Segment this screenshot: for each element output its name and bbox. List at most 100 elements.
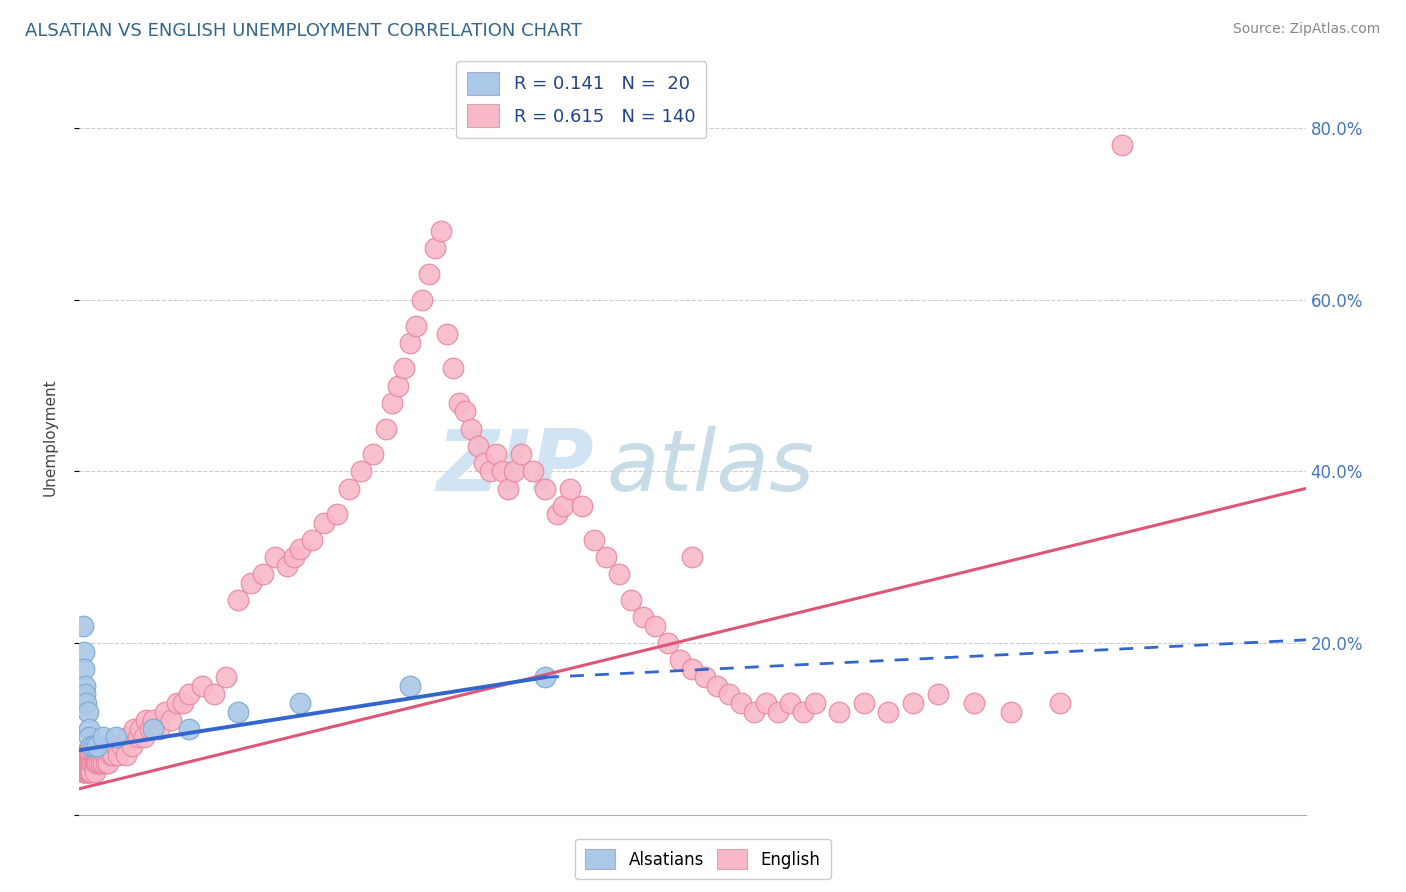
Point bbox=[93, 756, 115, 770]
Point bbox=[766, 705, 789, 719]
Point bbox=[350, 464, 373, 478]
Point bbox=[467, 439, 489, 453]
Point bbox=[73, 764, 96, 779]
Point bbox=[77, 747, 100, 762]
Point bbox=[75, 688, 97, 702]
Point bbox=[172, 696, 194, 710]
Point bbox=[72, 747, 94, 762]
Point bbox=[87, 756, 110, 770]
Point bbox=[179, 722, 201, 736]
Point bbox=[553, 499, 575, 513]
Point bbox=[76, 764, 98, 779]
Point bbox=[202, 688, 225, 702]
Legend: Alsatians, English: Alsatians, English bbox=[575, 838, 831, 880]
Point bbox=[215, 670, 238, 684]
Point bbox=[583, 533, 606, 547]
Point bbox=[77, 722, 100, 736]
Point bbox=[877, 705, 900, 719]
Point bbox=[72, 764, 94, 779]
Point bbox=[82, 756, 104, 770]
Point bbox=[104, 731, 127, 745]
Point bbox=[496, 482, 519, 496]
Point bbox=[75, 764, 97, 779]
Point bbox=[399, 335, 422, 350]
Point bbox=[77, 764, 100, 779]
Point bbox=[73, 662, 96, 676]
Point bbox=[288, 541, 311, 556]
Point bbox=[111, 739, 134, 753]
Point bbox=[77, 756, 100, 770]
Point bbox=[83, 756, 105, 770]
Point bbox=[97, 756, 120, 770]
Point bbox=[122, 722, 145, 736]
Point bbox=[503, 464, 526, 478]
Point bbox=[83, 739, 105, 753]
Point bbox=[148, 722, 170, 736]
Point bbox=[166, 696, 188, 710]
Point bbox=[681, 550, 703, 565]
Point bbox=[160, 713, 183, 727]
Point bbox=[381, 396, 404, 410]
Y-axis label: Unemployment: Unemployment bbox=[44, 378, 58, 496]
Point bbox=[135, 713, 157, 727]
Point bbox=[75, 764, 97, 779]
Point bbox=[103, 747, 125, 762]
Point bbox=[571, 499, 593, 513]
Point bbox=[77, 764, 100, 779]
Point bbox=[288, 696, 311, 710]
Point bbox=[411, 293, 433, 307]
Point bbox=[129, 722, 152, 736]
Point bbox=[454, 404, 477, 418]
Point bbox=[325, 508, 347, 522]
Point bbox=[374, 421, 396, 435]
Point bbox=[93, 731, 115, 745]
Point bbox=[76, 705, 98, 719]
Point bbox=[828, 705, 851, 719]
Point bbox=[558, 482, 581, 496]
Point bbox=[100, 747, 122, 762]
Point bbox=[190, 679, 212, 693]
Point bbox=[80, 747, 103, 762]
Point bbox=[80, 739, 103, 753]
Point bbox=[755, 696, 778, 710]
Point bbox=[337, 482, 360, 496]
Legend: R = 0.141   N =  20, R = 0.615   N = 140: R = 0.141 N = 20, R = 0.615 N = 140 bbox=[456, 61, 706, 138]
Point bbox=[436, 327, 458, 342]
Point bbox=[75, 696, 97, 710]
Point bbox=[179, 688, 201, 702]
Point bbox=[89, 747, 111, 762]
Point bbox=[779, 696, 801, 710]
Point bbox=[121, 739, 143, 753]
Point bbox=[534, 670, 557, 684]
Point bbox=[75, 764, 97, 779]
Point bbox=[595, 550, 617, 565]
Point bbox=[93, 747, 115, 762]
Point bbox=[84, 756, 107, 770]
Point bbox=[478, 464, 501, 478]
Point bbox=[83, 764, 105, 779]
Point bbox=[228, 705, 250, 719]
Point bbox=[72, 756, 94, 770]
Point bbox=[77, 731, 100, 745]
Point bbox=[98, 739, 121, 753]
Point bbox=[387, 378, 409, 392]
Point bbox=[73, 756, 96, 770]
Point bbox=[80, 756, 103, 770]
Text: ZIP: ZIP bbox=[436, 425, 595, 508]
Point bbox=[69, 747, 91, 762]
Point bbox=[363, 447, 385, 461]
Point bbox=[963, 696, 986, 710]
Point bbox=[644, 619, 666, 633]
Point bbox=[83, 747, 105, 762]
Point bbox=[718, 688, 741, 702]
Point bbox=[75, 679, 97, 693]
Point bbox=[239, 576, 262, 591]
Point bbox=[1111, 138, 1133, 153]
Point bbox=[104, 739, 127, 753]
Point bbox=[114, 747, 136, 762]
Point bbox=[901, 696, 924, 710]
Point bbox=[75, 756, 97, 770]
Point bbox=[139, 722, 162, 736]
Point bbox=[430, 224, 453, 238]
Point bbox=[127, 731, 149, 745]
